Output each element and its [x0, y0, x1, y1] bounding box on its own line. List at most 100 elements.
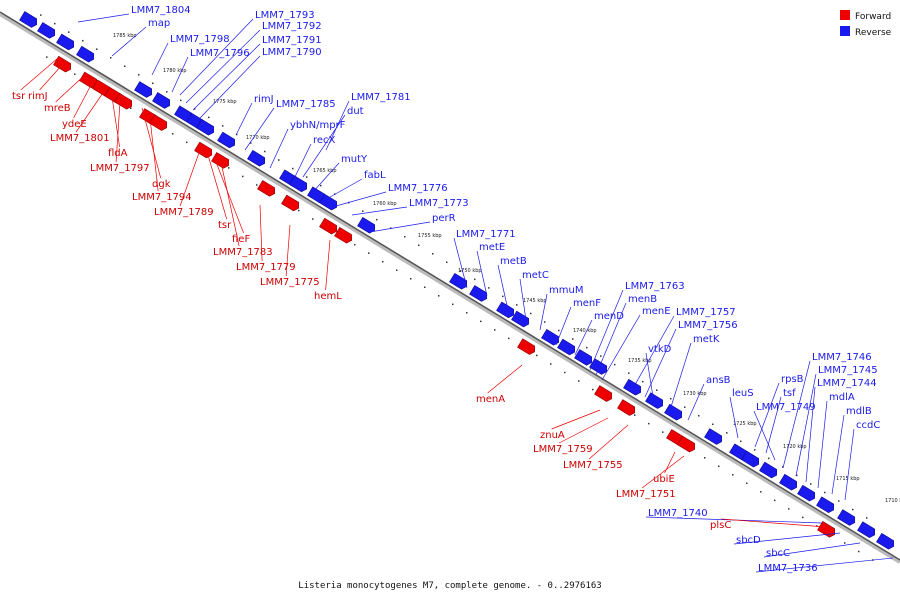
forward-gene-label[interactable]: LMM7_1801 [50, 133, 110, 144]
reverse-gene-label[interactable]: fabL [364, 170, 386, 181]
reverse-gene-label[interactable]: perR [432, 213, 456, 224]
forward-gene-label[interactable]: ydeE [62, 119, 87, 130]
reverse-gene-label[interactable]: LMM7_1798 [170, 34, 230, 45]
reverse-gene-label[interactable]: LMM7_1793 [255, 10, 315, 21]
forward-gene-arrow[interactable] [334, 226, 355, 244]
reverse-gene-label[interactable]: LMM7_1804 [131, 5, 191, 16]
reverse-gene-label[interactable]: mdlA [829, 392, 855, 403]
reverse-gene-arrow[interactable] [19, 11, 40, 29]
reverse-gene-label[interactable]: LMM7_1792 [262, 21, 322, 32]
reverse-gene-label[interactable]: sbcC [766, 548, 790, 559]
reverse-gene-label[interactable]: menB [628, 294, 657, 305]
reverse-gene-arrow[interactable] [664, 403, 685, 421]
reverse-gene-arrow[interactable] [217, 131, 238, 149]
reverse-gene-arrow[interactable] [469, 285, 490, 303]
reverse-gene-arrow[interactable] [797, 484, 818, 502]
forward-gene-arrow[interactable] [194, 141, 215, 159]
reverse-gene-label[interactable]: recX [313, 135, 336, 146]
forward-gene-label[interactable]: LMM7_1775 [260, 277, 320, 288]
reverse-gene-label[interactable]: LMM7_1736 [758, 563, 818, 574]
reverse-gene-label[interactable]: LMM7_1745 [818, 365, 878, 376]
reverse-gene-arrow[interactable] [645, 392, 666, 410]
reverse-gene-label[interactable]: mutY [341, 154, 368, 165]
reverse-gene-arrow[interactable] [37, 22, 58, 40]
reverse-gene-arrow[interactable] [589, 358, 610, 376]
reverse-gene-arrow[interactable] [56, 33, 77, 51]
reverse-gene-label[interactable]: leuS [732, 388, 754, 399]
forward-gene-label[interactable]: fldA [108, 148, 128, 159]
forward-gene-label[interactable]: LMM7_1759 [533, 444, 593, 455]
reverse-gene-arrow[interactable] [134, 81, 155, 99]
reverse-gene-label[interactable]: mmuM [549, 285, 583, 296]
reverse-gene-label[interactable]: LMM7_1744 [817, 378, 877, 389]
forward-gene-label[interactable]: rimJ [28, 91, 48, 102]
reverse-gene-label[interactable]: LMM7_1771 [456, 229, 516, 240]
reverse-gene-label[interactable]: map [148, 18, 170, 29]
forward-gene-arrow[interactable] [281, 194, 302, 212]
reverse-gene-arrow[interactable] [247, 149, 268, 167]
forward-gene-label[interactable]: dgk [152, 179, 171, 190]
reverse-gene-label[interactable]: LMM7_1785 [276, 99, 336, 110]
reverse-gene-label[interactable]: rpsB [781, 374, 804, 385]
forward-gene-label[interactable]: plsC [710, 520, 731, 531]
reverse-gene-label[interactable]: mdlB [846, 406, 872, 417]
forward-gene-label[interactable]: fieF [232, 234, 250, 245]
reverse-gene-label[interactable]: LMM7_1781 [351, 92, 411, 103]
reverse-gene-label[interactable]: LMM7_1740 [648, 508, 708, 519]
reverse-gene-label[interactable]: ansB [706, 375, 731, 386]
reverse-gene-label[interactable]: tsf [783, 388, 796, 399]
reverse-gene-label[interactable]: LMM7_1749 [756, 402, 816, 413]
reverse-gene-arrow[interactable] [574, 349, 595, 366]
forward-gene-arrow[interactable] [677, 435, 698, 453]
reverse-gene-label[interactable]: LMM7_1757 [676, 307, 736, 318]
reverse-gene-arrow[interactable] [759, 461, 780, 479]
reverse-gene-arrow[interactable] [816, 496, 837, 514]
forward-gene-label[interactable]: menA [476, 394, 505, 405]
forward-gene-arrow[interactable] [257, 180, 278, 197]
reverse-gene-arrow[interactable] [496, 301, 517, 319]
reverse-gene-label[interactable]: LMM7_1790 [262, 47, 322, 58]
reverse-gene-arrow[interactable] [704, 428, 725, 446]
forward-gene-arrow[interactable] [594, 385, 615, 403]
reverse-gene-label[interactable]: ybhN/mprF [290, 120, 346, 131]
gene-labels[interactable]: LMM7_1804mapLMM7_1798LMM7_1796LMM7_1793L… [12, 5, 894, 574]
reverse-gene-label[interactable]: sbcD [736, 535, 761, 546]
reverse-gene-label[interactable]: metK [693, 334, 720, 345]
reverse-gene-label[interactable]: menF [573, 298, 601, 309]
forward-gene-arrow[interactable] [114, 92, 135, 110]
reverse-gene-label[interactable]: LMM7_1746 [812, 352, 872, 363]
forward-gene-arrow[interactable] [53, 55, 74, 73]
reverse-gene-arrow[interactable] [741, 450, 762, 468]
forward-gene-label[interactable]: znuA [540, 430, 565, 441]
reverse-gene-arrow[interactable] [319, 193, 340, 211]
reverse-gene-label[interactable]: menE [642, 306, 671, 317]
reverse-gene-arrow[interactable] [541, 328, 562, 346]
reverse-gene-arrow[interactable] [623, 378, 644, 396]
reverse-gene-label[interactable]: menD [594, 311, 624, 322]
gene-features[interactable] [19, 11, 897, 551]
forward-gene-label[interactable]: mreB [44, 103, 71, 114]
forward-gene-label[interactable]: LMM7_1779 [236, 262, 296, 273]
forward-gene-label[interactable]: tsr [12, 91, 26, 102]
forward-gene-label[interactable]: LMM7_1794 [132, 192, 192, 203]
forward-gene-label[interactable]: LMM7_1755 [563, 460, 623, 471]
reverse-gene-arrow[interactable] [152, 92, 173, 110]
reverse-gene-label[interactable]: dut [347, 106, 364, 117]
forward-gene-label[interactable]: LMM7_1751 [616, 489, 676, 500]
reverse-gene-arrow[interactable] [511, 310, 532, 328]
reverse-gene-label[interactable]: vtkD [648, 344, 672, 355]
forward-gene-arrow[interactable] [517, 338, 538, 356]
reverse-gene-label[interactable]: metE [479, 242, 505, 253]
forward-gene-arrow[interactable] [817, 521, 838, 538]
reverse-gene-arrow[interactable] [857, 521, 878, 539]
reverse-gene-arrow[interactable] [876, 532, 897, 550]
reverse-gene-label[interactable]: metC [522, 270, 549, 281]
forward-gene-label[interactable]: LMM7_1797 [90, 163, 150, 174]
reverse-gene-arrow[interactable] [837, 509, 858, 527]
reverse-gene-label[interactable]: LMM7_1763 [625, 281, 685, 292]
reverse-gene-label[interactable]: ccdC [856, 420, 880, 431]
forward-gene-label[interactable]: hemL [314, 291, 342, 302]
forward-gene-label[interactable]: tsr [218, 220, 232, 231]
reverse-gene-label[interactable]: LMM7_1791 [262, 35, 322, 46]
forward-gene-label[interactable]: LMM7_1783 [213, 247, 273, 258]
